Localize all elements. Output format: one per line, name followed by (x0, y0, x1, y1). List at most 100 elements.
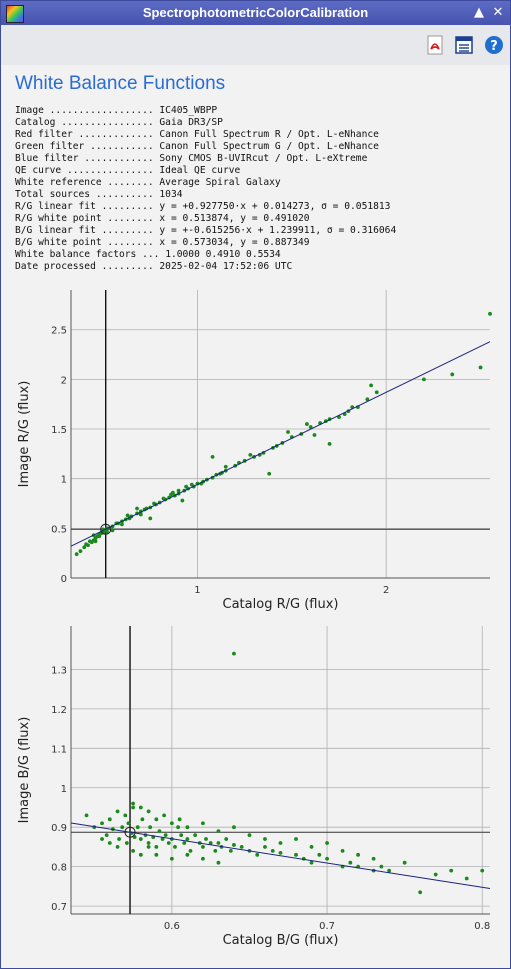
data-point (180, 498, 185, 503)
info-row: White balance factors ... 1.0000 0.4910 … (15, 249, 396, 261)
data-point (263, 845, 267, 849)
info-row: B/G linear fit ......... y = +-0.615256·… (15, 225, 396, 237)
data-point (123, 813, 128, 818)
info-value: x = 0.513874, y = 0.491020 (159, 213, 310, 224)
data-point (131, 805, 135, 810)
data-point (161, 496, 166, 501)
linear-fit-line (70, 341, 491, 547)
info-row: QE curve ............... Ideal QE curve (15, 165, 396, 177)
pdf-icon[interactable] (425, 35, 445, 55)
data-point (478, 365, 483, 370)
info-row: R/G linear fit ......... y = +0.927750·x… (15, 201, 396, 213)
y-tick-label: 1.2 (51, 705, 67, 716)
data-point (348, 860, 353, 865)
report-heading: White Balance Functions (15, 73, 226, 94)
data-point (78, 549, 83, 554)
info-label: Catalog ................ (15, 117, 160, 128)
document-list-icon[interactable] (454, 35, 474, 55)
data-point (115, 809, 120, 814)
data-point (131, 801, 135, 806)
data-point (177, 817, 182, 822)
data-point (278, 841, 283, 845)
info-row: Image .................. IC405_WBPP (15, 105, 396, 117)
data-point (154, 817, 159, 822)
data-point (107, 841, 112, 845)
data-point (100, 837, 104, 841)
data-point (93, 539, 98, 544)
data-point (146, 809, 151, 814)
close-icon[interactable]: ✕ (492, 5, 504, 20)
info-label: Blue filter ............ (15, 153, 160, 164)
title-bar[interactable]: SpectrophotometricColorCalibration ▲ ✕ (1, 1, 510, 25)
info-value: y = +0.927750·x + 0.014273, σ = 0.051813 (159, 201, 391, 212)
data-point (148, 825, 153, 830)
data-point (450, 372, 455, 377)
data-point (163, 833, 168, 837)
data-point (146, 841, 151, 845)
data-point (189, 482, 194, 487)
data-point (379, 864, 384, 869)
data-point (278, 850, 283, 855)
data-point (182, 841, 187, 845)
data-point (110, 528, 115, 533)
data-point (154, 845, 159, 849)
help-icon[interactable]: ? (484, 35, 504, 55)
data-point (166, 841, 171, 845)
data-point (224, 837, 229, 841)
svg-text:?: ? (490, 39, 498, 54)
data-point (208, 841, 213, 845)
y-tick-label: 0.5 (51, 524, 67, 535)
data-point (402, 860, 407, 865)
data-point (179, 833, 184, 837)
data-point (120, 825, 125, 830)
data-point (126, 821, 131, 826)
plot-area (71, 626, 490, 914)
data-point (374, 390, 379, 395)
info-row: B/G white point ........ x = 0.573034, y… (15, 237, 396, 249)
data-point (185, 837, 190, 841)
info-value: Gaia DR3/SP (159, 117, 223, 128)
data-point (449, 868, 454, 873)
data-point (327, 442, 332, 446)
calibration-summary: Image .................. IC405_WBPP Catal… (15, 105, 396, 273)
x-tick-label: 0.7 (319, 921, 335, 932)
data-point (312, 433, 317, 437)
data-point (160, 837, 165, 841)
y-axis-label: Image R/G (flux) (17, 381, 32, 488)
info-label: R/G white point ........ (15, 213, 160, 224)
info-row: Total sources .......... 1034 (15, 189, 396, 201)
shade-icon[interactable]: ▲ (474, 5, 484, 20)
data-point (104, 833, 109, 837)
data-point (204, 837, 208, 841)
y-tick-label: 2 (61, 375, 67, 386)
info-row: Date processed ......... 2025-02-04 17:5… (15, 261, 396, 273)
data-point (131, 848, 135, 853)
data-point (308, 425, 313, 429)
rg-scatter-chart: 1 2 0 0.5 1 1.5 2 2.5 Catalog R/G (flux) Image R/… (17, 290, 492, 612)
data-point (84, 542, 88, 547)
white-point-marker (124, 826, 136, 838)
y-tick-label: 1 (61, 475, 67, 486)
x-tick-label: 2 (383, 585, 389, 596)
data-point (464, 876, 469, 881)
data-points (84, 651, 485, 895)
info-label: R/G linear fit ......... (15, 201, 160, 212)
data-point (422, 377, 426, 382)
data-point (152, 501, 156, 506)
data-point (117, 837, 122, 841)
data-point (100, 821, 104, 826)
y-tick-label: 0.9 (51, 823, 67, 834)
data-point (184, 484, 189, 489)
data-point (176, 825, 180, 830)
data-point (97, 534, 102, 539)
info-label: Total sources .......... (15, 189, 160, 200)
data-point (418, 890, 423, 895)
data-point (135, 825, 140, 830)
data-point (480, 868, 485, 873)
data-point (176, 488, 181, 493)
data-point (387, 868, 392, 873)
data-point (223, 464, 228, 469)
data-point (433, 872, 438, 877)
data-point (255, 852, 260, 857)
